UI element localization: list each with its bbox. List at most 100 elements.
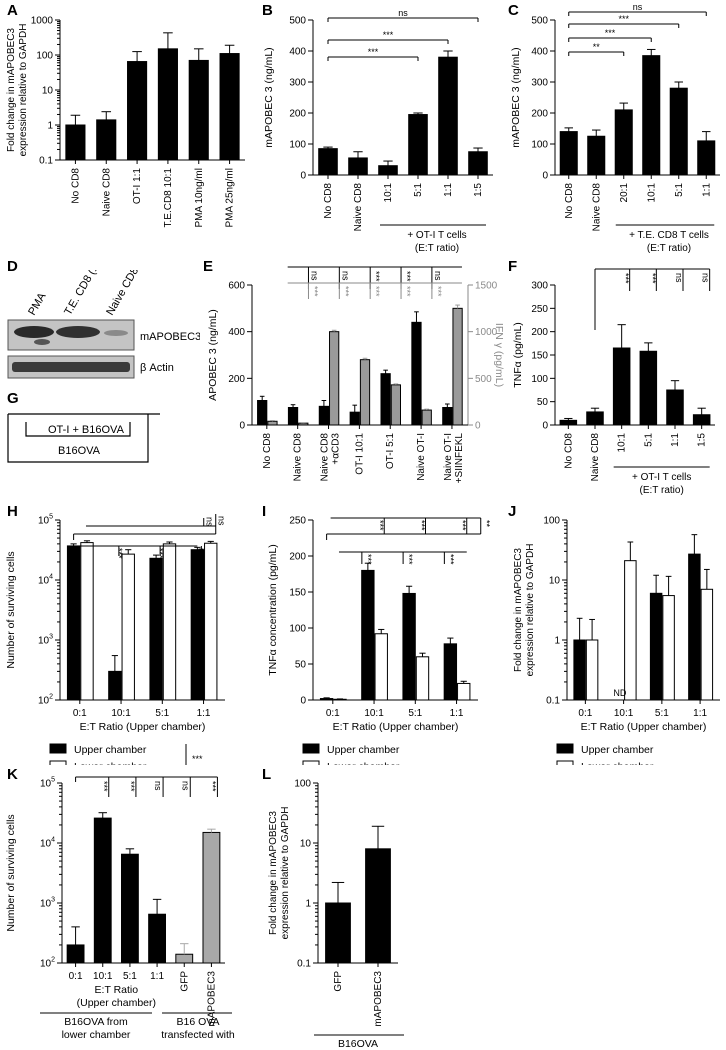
transwell-schema: OT-I + B16OVA B16OVA: [7, 413, 160, 463]
significance-label: ***: [126, 781, 136, 792]
bar: [642, 55, 661, 176]
bar: [374, 633, 388, 701]
x-tick-label: 1:1: [443, 183, 454, 197]
x-tick-label: OT-I 10:1: [354, 433, 365, 475]
x-tick-label: 1:1: [693, 708, 707, 719]
chart-b: 0 100 200 300 400 500 mAPOBEC 3 (ng/mL) No CD8 N…: [263, 8, 493, 254]
x-tick-label: 0:1: [326, 708, 340, 719]
y-tick-label: 105: [40, 777, 55, 790]
y2-axis-title: IFN γ (pg/mL): [493, 323, 505, 387]
bar: [649, 592, 663, 701]
blot-band: [34, 339, 50, 345]
bar: [319, 698, 334, 701]
significance-label: ns: [340, 271, 350, 281]
y-axis-title: Fold change in mAPOBEC3: [268, 811, 279, 935]
bar: [380, 373, 391, 426]
blot-lane-te-cd8: T.E. CD8 (10:1): [62, 270, 110, 318]
legend-label: Upper chamber: [74, 744, 147, 756]
x-tick-label: 1:1: [701, 183, 712, 197]
bar: [390, 384, 401, 426]
y-tick-label: 1: [554, 636, 560, 647]
y-tick-label: 200: [531, 327, 548, 338]
x-tick-label: PMA 25ng/ml: [225, 168, 236, 227]
x-tick-label: +αCD3: [331, 433, 342, 465]
significance-label: ns: [633, 2, 643, 12]
significance-label: ***: [416, 520, 426, 531]
y-tick-label: 100: [531, 374, 548, 385]
x-tick-label: OT-I 5:1: [385, 433, 396, 470]
y-axis-title: expression relative to GAPDH: [525, 544, 536, 677]
chart-k: 102 103 104 105 Number of surviving cells 0:1…: [5, 776, 235, 1041]
y-tick-label: 100: [289, 140, 306, 151]
y-tick-label: 200: [228, 374, 245, 385]
y-tick-label: 0: [300, 171, 306, 182]
bar: [624, 560, 637, 701]
y-tick-label: 10: [549, 576, 561, 587]
group-label: + OT-I T cells: [407, 230, 466, 241]
blot-band: [12, 362, 130, 372]
significance-label: ns: [205, 517, 215, 527]
panel-label-i: I: [262, 503, 267, 520]
bar: [573, 639, 586, 701]
x-tick-label: GFP: [179, 971, 190, 992]
x-tick-label: 5:1: [123, 971, 137, 982]
bar: [468, 151, 488, 176]
y-tick-label: 200: [531, 109, 548, 120]
panel-label-g: G: [7, 390, 19, 407]
x-tick-label: 1:1: [450, 708, 464, 719]
bar: [349, 411, 360, 426]
bar: [585, 639, 599, 701]
y-tick-label: 1: [305, 899, 311, 910]
bar: [162, 543, 177, 701]
y-tick-label: 0: [542, 171, 548, 182]
x-tick-label: Naive CD8: [293, 433, 304, 482]
x-tick-label: 0:1: [578, 708, 592, 719]
blot-band: [14, 326, 54, 338]
panel-label-f: F: [508, 258, 518, 275]
x-tick-label: Naive OT-I: [416, 433, 427, 481]
bar: [359, 359, 371, 426]
y-tick-label: 600: [228, 281, 245, 292]
significance-label: ***: [99, 781, 109, 792]
bar: [257, 400, 268, 426]
significance-label: ***: [309, 286, 319, 297]
y2-tick-label: 1500: [475, 281, 498, 292]
x-tick-label: Naive OT-I: [443, 433, 454, 481]
y-tick-label: 100: [294, 779, 311, 790]
y-tick-label: 0: [239, 421, 245, 432]
y-tick-label: 102: [38, 694, 53, 707]
legend-label: Lower chamber: [581, 761, 654, 765]
y-tick-label: 50: [295, 660, 307, 671]
panel-label-j: J: [508, 503, 517, 520]
bar: [452, 307, 463, 426]
x-tick-label: Naive CD8: [353, 183, 364, 232]
y-tick-label: 250: [531, 304, 548, 315]
bar: [121, 553, 135, 701]
bar: [66, 545, 81, 701]
significance-label: ***: [363, 554, 373, 565]
bar: [318, 405, 330, 426]
panel-label-l: L: [262, 766, 272, 783]
group-label: B16OVA from: [64, 1016, 128, 1028]
x-tick-label: 10:1: [614, 708, 634, 719]
bar: [267, 420, 278, 426]
significance-label: ***: [340, 286, 350, 297]
significance-label: ***: [383, 30, 394, 40]
bar: [586, 411, 604, 426]
x-tick-label: 20:1: [619, 183, 630, 203]
bar: [443, 643, 458, 701]
x-tick-label: No CD8: [70, 168, 81, 204]
x-axis-title: E:T Ratio (Upper chamber): [80, 721, 206, 733]
x-tick-label: No CD8: [262, 433, 273, 469]
x-tick-label: 0:1: [73, 708, 87, 719]
bar: [365, 848, 391, 964]
bar: [415, 656, 430, 701]
x-tick-label: 5:1: [674, 183, 685, 197]
bar: [662, 595, 675, 701]
y-tick-label: 100: [543, 516, 560, 527]
bar: [66, 944, 85, 964]
y-tick-label: 200: [289, 552, 306, 563]
x-tick-label: Naive CD8: [320, 433, 331, 482]
panel-label-a: A: [7, 2, 18, 19]
bar: [149, 557, 163, 701]
